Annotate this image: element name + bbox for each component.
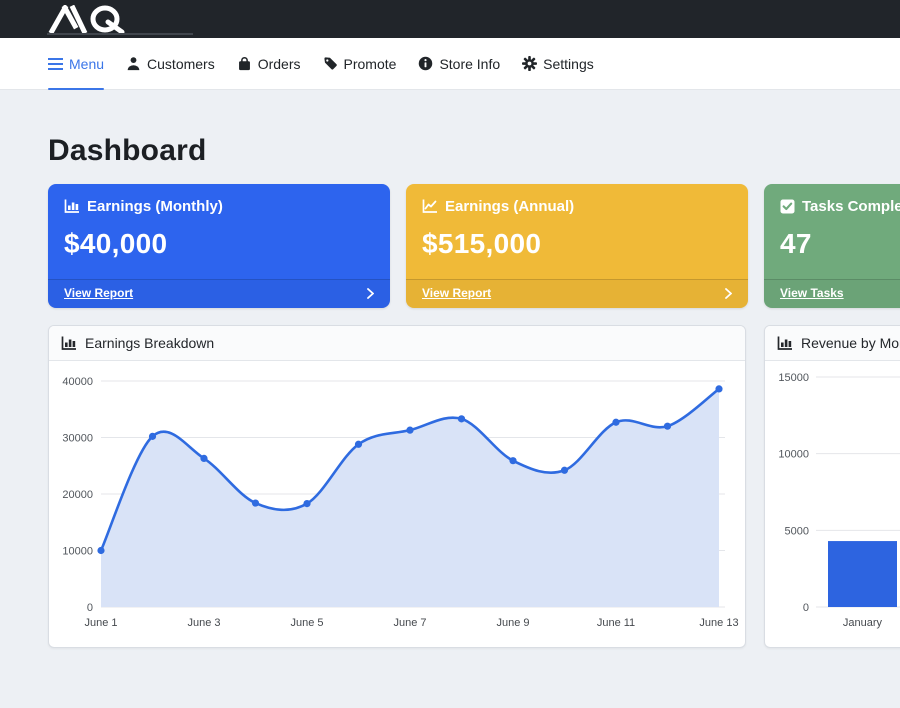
info-icon xyxy=(419,56,433,71)
nav-item-promote[interactable]: Promote xyxy=(323,38,397,90)
revenue-by-month-bar-chart: 0 5000 10000 15000 January xyxy=(778,372,900,629)
chevron-right-icon xyxy=(725,287,732,299)
top-app-bar xyxy=(0,0,900,38)
stat-card-row: Earnings (Monthly) $40,000 View Report E xyxy=(48,184,900,308)
person-icon xyxy=(127,57,140,71)
chevron-right-icon xyxy=(367,287,374,299)
nav-item-customers[interactable]: Customers xyxy=(126,38,215,90)
nav-label: Store Info xyxy=(439,55,501,72)
chart-line-icon xyxy=(422,199,437,213)
svg-text:5000: 5000 xyxy=(785,525,809,537)
svg-text:June 13: June 13 xyxy=(699,617,738,629)
svg-text:June 3: June 3 xyxy=(187,617,220,629)
hamburger-icon xyxy=(48,57,63,70)
svg-text:June 5: June 5 xyxy=(290,617,323,629)
chart-title: Revenue by Month xyxy=(801,335,900,351)
svg-text:June 1: June 1 xyxy=(84,617,117,629)
svg-text:June 9: June 9 xyxy=(496,617,529,629)
revenue-by-month-card: Revenue by Month 0 5000 10000 15000 January xyxy=(764,325,900,648)
bag-icon xyxy=(238,57,250,71)
svg-text:January: January xyxy=(843,617,883,629)
tag-icon xyxy=(323,57,337,70)
active-tab-indicator xyxy=(48,87,105,90)
svg-text:20000: 20000 xyxy=(62,489,93,501)
nav-label: Promote xyxy=(343,55,397,72)
stat-card-tasks-completed: Tasks Completed 47 View Tasks xyxy=(764,184,900,308)
nav-label: Orders xyxy=(257,55,301,72)
stat-card-value: 47 xyxy=(780,228,812,259)
chart-bar-icon xyxy=(61,336,76,350)
nav-label: Settings xyxy=(543,55,594,72)
earnings-breakdown-card: Earnings Breakdown 0 10000 20000 30000 40000… xyxy=(48,325,746,648)
svg-text:0: 0 xyxy=(803,602,809,614)
stat-card-title: Earnings (Annual) xyxy=(445,198,575,215)
chart-title: Earnings Breakdown xyxy=(85,335,215,351)
nav-label: Customers xyxy=(147,55,215,72)
nav-item-store-info[interactable]: Store Info xyxy=(418,38,500,90)
svg-text:15000: 15000 xyxy=(778,372,809,384)
nav-item-menu[interactable]: Menu xyxy=(48,38,105,90)
svg-text:0: 0 xyxy=(87,602,93,614)
svg-text:10000: 10000 xyxy=(778,449,809,461)
stat-card-value: $515,000 xyxy=(422,228,542,259)
view-report-link[interactable]: View Report xyxy=(48,279,390,308)
brand-logo[interactable] xyxy=(48,5,134,33)
svg-text:June 7: June 7 xyxy=(393,617,426,629)
chart-bar-icon xyxy=(777,336,792,350)
brand-underline xyxy=(47,33,193,35)
charts-row: Earnings Breakdown 0 10000 20000 30000 40000… xyxy=(48,325,900,648)
nav-item-orders[interactable]: Orders xyxy=(237,38,301,90)
stat-card-title: Earnings (Monthly) xyxy=(87,198,223,215)
stat-card-earnings-annual: Earnings (Annual) $515,000 View Report xyxy=(406,184,748,308)
svg-text:June 11: June 11 xyxy=(597,617,635,629)
view-tasks-link[interactable]: View Tasks xyxy=(764,279,900,308)
svg-text:10000: 10000 xyxy=(62,546,93,558)
nav-label: Menu xyxy=(69,55,105,72)
page-title: Dashboard xyxy=(48,134,207,167)
main-content: Dashboard Earnings (Monthly) $40,000 Vie… xyxy=(0,90,900,648)
stat-card-title: Tasks Completed xyxy=(802,198,900,215)
gear-icon xyxy=(522,56,538,71)
svg-text:30000: 30000 xyxy=(62,433,93,445)
stat-card-earnings-monthly: Earnings (Monthly) $40,000 View Report xyxy=(48,184,390,308)
svg-text:40000: 40000 xyxy=(62,376,93,388)
earnings-breakdown-line-chart: 0 10000 20000 30000 40000 June 1 June 3 June 5 J… xyxy=(62,376,738,629)
check-square-icon xyxy=(780,199,795,214)
view-report-link[interactable]: View Report xyxy=(406,279,748,308)
nav-item-settings[interactable]: Settings xyxy=(522,38,594,90)
main-nav: Menu Customers Orders Promote Store Info xyxy=(0,38,900,90)
stat-card-value: $40,000 xyxy=(64,228,168,259)
chart-bar-icon xyxy=(64,199,79,213)
